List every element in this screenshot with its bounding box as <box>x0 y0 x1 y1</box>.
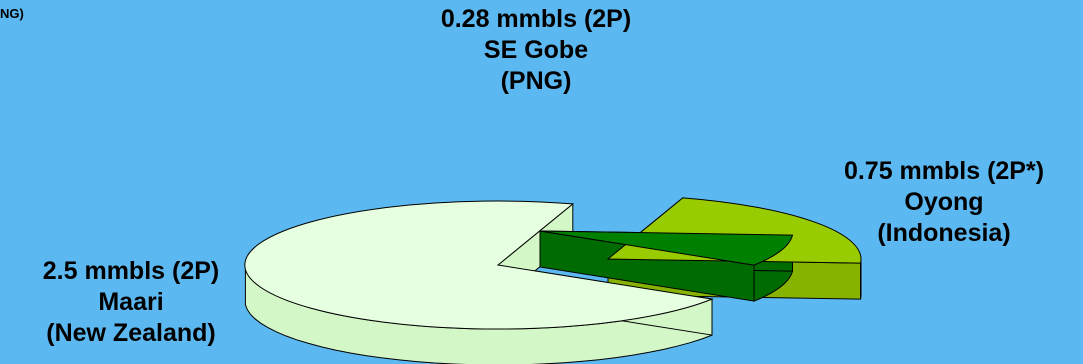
slice-label-oyong-value: 0.75 mmbls (2P*) <box>843 157 1045 185</box>
slice-label-se-gobe-value: 0.28 mmbls (2P) <box>440 5 632 33</box>
slice-label-oyong: 0.75 mmbls (2P*) Oyong (Indonesia) <box>810 156 1078 249</box>
slice-label-maari-country: (New Zealand) <box>46 319 216 347</box>
corner-text-fragment: NG) <box>0 6 24 21</box>
slice-label-se-gobe-name: SE Gobe <box>483 36 589 64</box>
slice-label-maari-value: 2.5 mmbls (2P) <box>42 257 220 285</box>
slice-label-maari: 2.5 mmbls (2P) Maari (New Zealand) <box>0 256 262 349</box>
slice-label-se-gobe-country: (PNG) <box>500 67 572 95</box>
slice-label-se-gobe: 0.28 mmbls (2P) SE Gobe (PNG) <box>405 4 667 97</box>
slice-label-oyong-name: Oyong <box>904 188 984 216</box>
slice-label-maari-name: Maari <box>98 288 164 316</box>
slice-label-oyong-country: (Indonesia) <box>877 219 1011 247</box>
slice-top-maari <box>244 200 714 330</box>
slice-top-se-gobe <box>539 230 794 266</box>
